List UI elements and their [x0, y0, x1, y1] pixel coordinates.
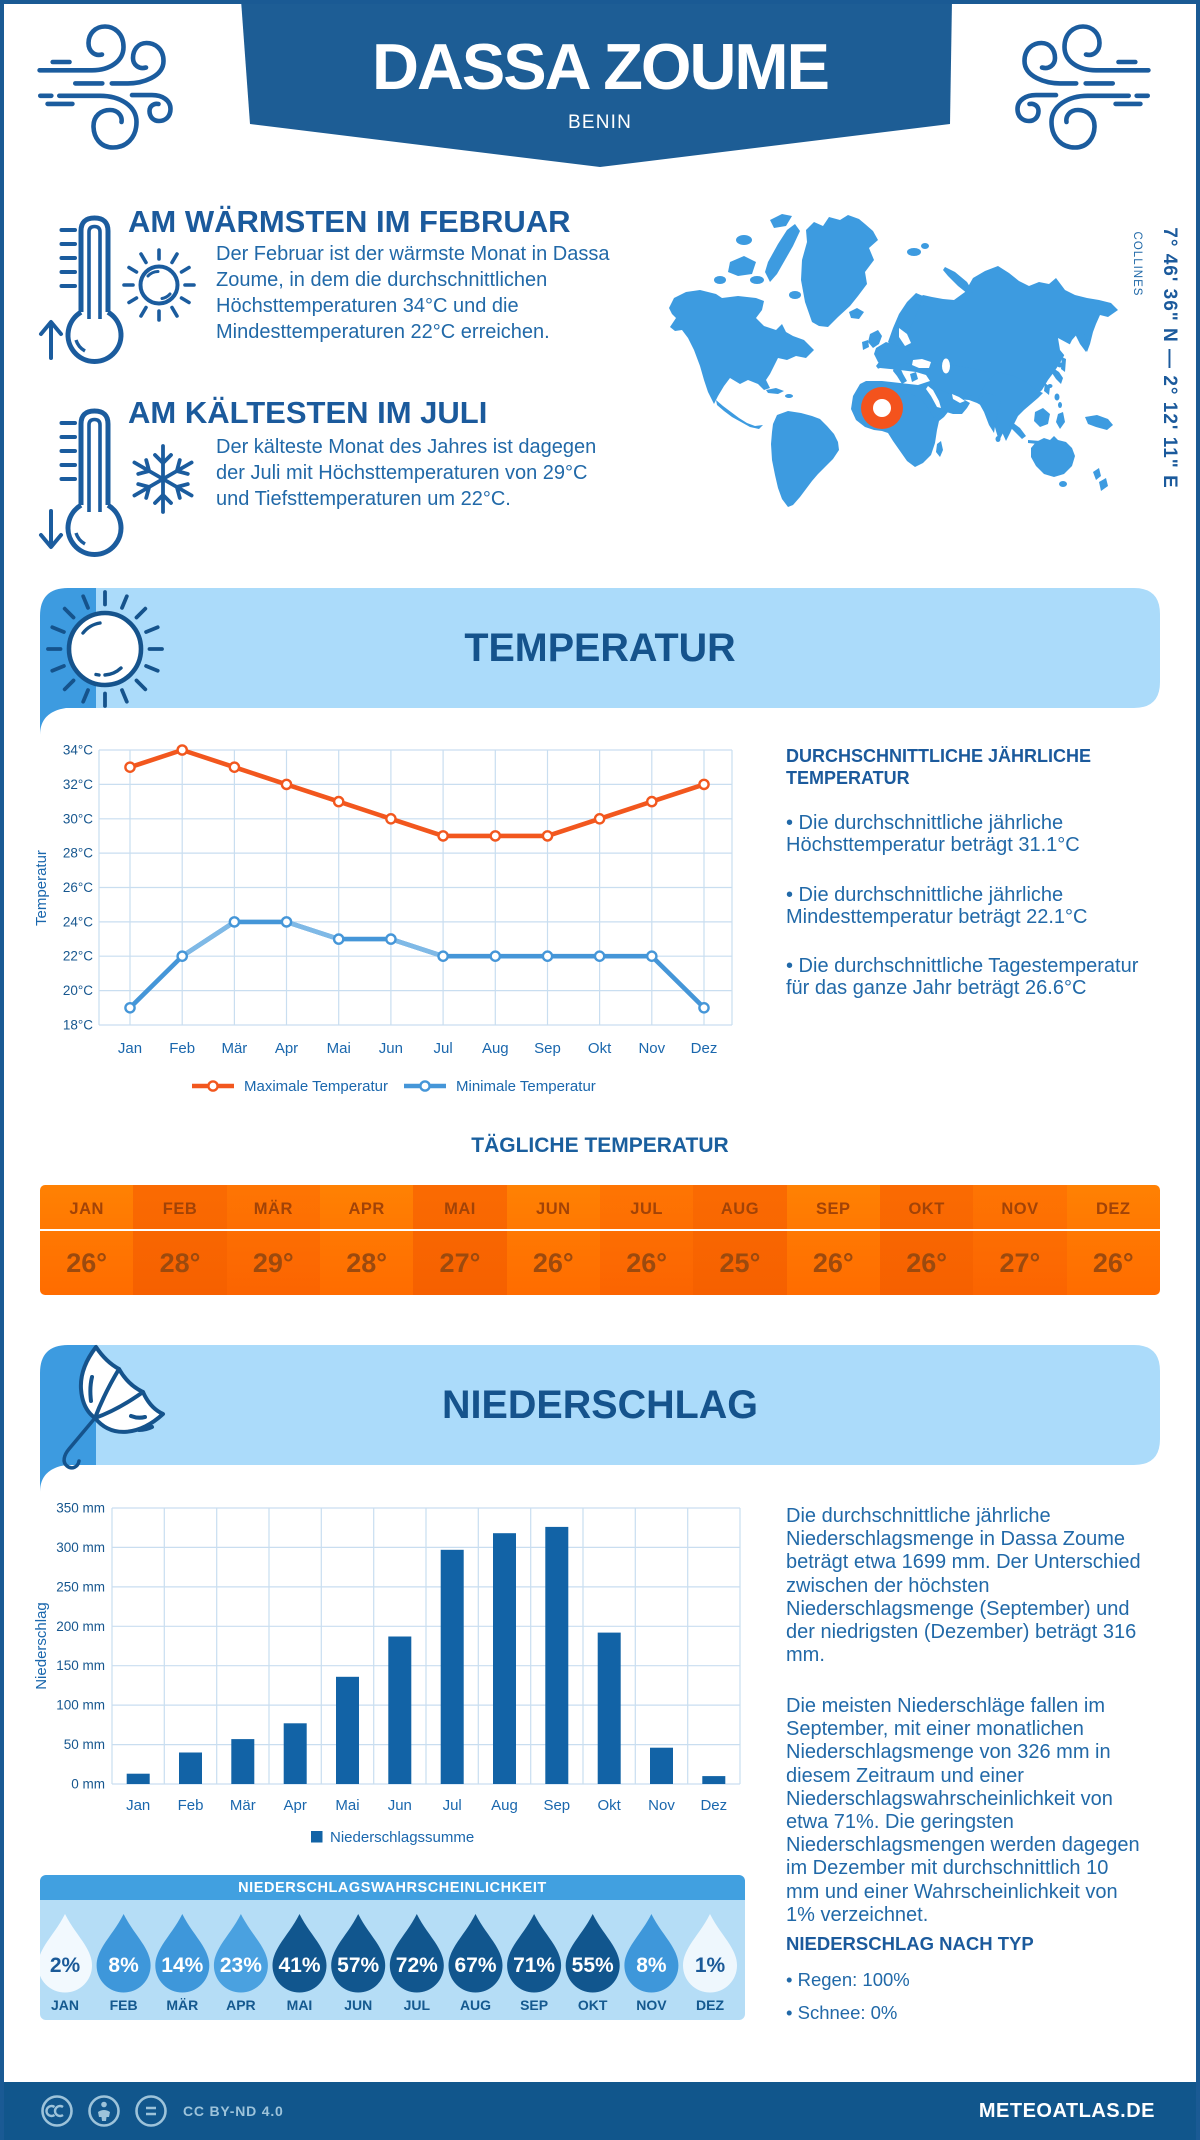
svg-text:0 mm: 0 mm: [71, 1777, 105, 1792]
svg-text:Aug: Aug: [482, 1040, 509, 1057]
svg-text:57%: 57%: [337, 1954, 379, 1977]
svg-text:Okt: Okt: [598, 1797, 622, 1814]
svg-text:APR: APR: [226, 1997, 256, 2013]
svg-text:Jan: Jan: [118, 1040, 142, 1057]
svg-text:100 mm: 100 mm: [56, 1698, 105, 1713]
svg-text:Sep: Sep: [534, 1040, 561, 1057]
svg-text:32°C: 32°C: [63, 777, 93, 792]
svg-text:300 mm: 300 mm: [56, 1540, 105, 1555]
svg-text:Dez: Dez: [691, 1040, 718, 1057]
svg-text:OKT: OKT: [578, 1997, 608, 2013]
svg-text:Jun: Jun: [388, 1797, 412, 1814]
svg-text:SEP: SEP: [520, 1997, 548, 2013]
svg-text:71%: 71%: [513, 1954, 555, 1977]
svg-text:250 mm: 250 mm: [56, 1579, 105, 1594]
svg-text:200 mm: 200 mm: [56, 1619, 105, 1634]
svg-text:72%: 72%: [396, 1954, 438, 1977]
svg-text:Nov: Nov: [638, 1040, 665, 1057]
svg-text:Minimale Temperatur: Minimale Temperatur: [456, 1078, 596, 1095]
svg-text:Maximale Temperatur: Maximale Temperatur: [244, 1078, 388, 1095]
svg-text:Jul: Jul: [434, 1040, 453, 1057]
svg-text:Okt: Okt: [588, 1040, 612, 1057]
svg-text:8%: 8%: [108, 1954, 139, 1977]
svg-text:14%: 14%: [161, 1954, 203, 1977]
svg-text:Jun: Jun: [379, 1040, 403, 1057]
svg-text:26°C: 26°C: [63, 880, 93, 895]
svg-text:Feb: Feb: [178, 1797, 204, 1814]
svg-text:41%: 41%: [278, 1954, 320, 1977]
svg-text:AUG: AUG: [460, 1997, 491, 2013]
svg-text:Niederschlag: Niederschlag: [33, 1602, 50, 1690]
svg-text:23%: 23%: [220, 1954, 262, 1977]
svg-text:JAN: JAN: [51, 1997, 79, 2013]
svg-text:Mai: Mai: [335, 1797, 359, 1814]
svg-text:Jul: Jul: [443, 1797, 462, 1814]
svg-text:Nov: Nov: [648, 1797, 675, 1814]
svg-text:50 mm: 50 mm: [64, 1737, 105, 1752]
svg-text:150 mm: 150 mm: [56, 1658, 105, 1673]
svg-text:Niederschlagssumme: Niederschlagssumme: [330, 1829, 474, 1846]
svg-text:28°C: 28°C: [63, 846, 93, 861]
svg-text:JUN: JUN: [344, 1997, 372, 2013]
svg-text:Feb: Feb: [169, 1040, 195, 1057]
svg-text:55%: 55%: [572, 1954, 614, 1977]
svg-text:1%: 1%: [695, 1954, 726, 1977]
svg-text:18°C: 18°C: [63, 1018, 93, 1033]
svg-text:2%: 2%: [50, 1954, 81, 1977]
svg-text:34°C: 34°C: [63, 743, 93, 758]
svg-text:DEZ: DEZ: [696, 1997, 724, 2013]
svg-text:22°C: 22°C: [63, 949, 93, 964]
svg-text:Jan: Jan: [126, 1797, 150, 1814]
svg-text:67%: 67%: [454, 1954, 496, 1977]
svg-text:30°C: 30°C: [63, 811, 93, 826]
svg-text:Dez: Dez: [700, 1797, 727, 1814]
svg-text:Apr: Apr: [275, 1040, 298, 1057]
svg-text:8%: 8%: [636, 1954, 667, 1977]
svg-text:Mai: Mai: [327, 1040, 351, 1057]
svg-text:Mär: Mär: [221, 1040, 247, 1057]
svg-text:Mär: Mär: [230, 1797, 256, 1814]
svg-text:20°C: 20°C: [63, 983, 93, 998]
svg-text:Apr: Apr: [284, 1797, 307, 1814]
svg-text:24°C: 24°C: [63, 914, 93, 929]
svg-text:FEB: FEB: [110, 1997, 138, 2013]
svg-text:Aug: Aug: [491, 1797, 518, 1814]
svg-text:JUL: JUL: [404, 1997, 431, 2013]
svg-text:MÄR: MÄR: [166, 1997, 198, 2013]
svg-text:350 mm: 350 mm: [56, 1501, 105, 1516]
svg-text:MAI: MAI: [287, 1997, 313, 2013]
svg-text:NOV: NOV: [636, 1997, 667, 2013]
svg-text:Sep: Sep: [543, 1797, 570, 1814]
svg-text:Temperatur: Temperatur: [33, 850, 50, 926]
